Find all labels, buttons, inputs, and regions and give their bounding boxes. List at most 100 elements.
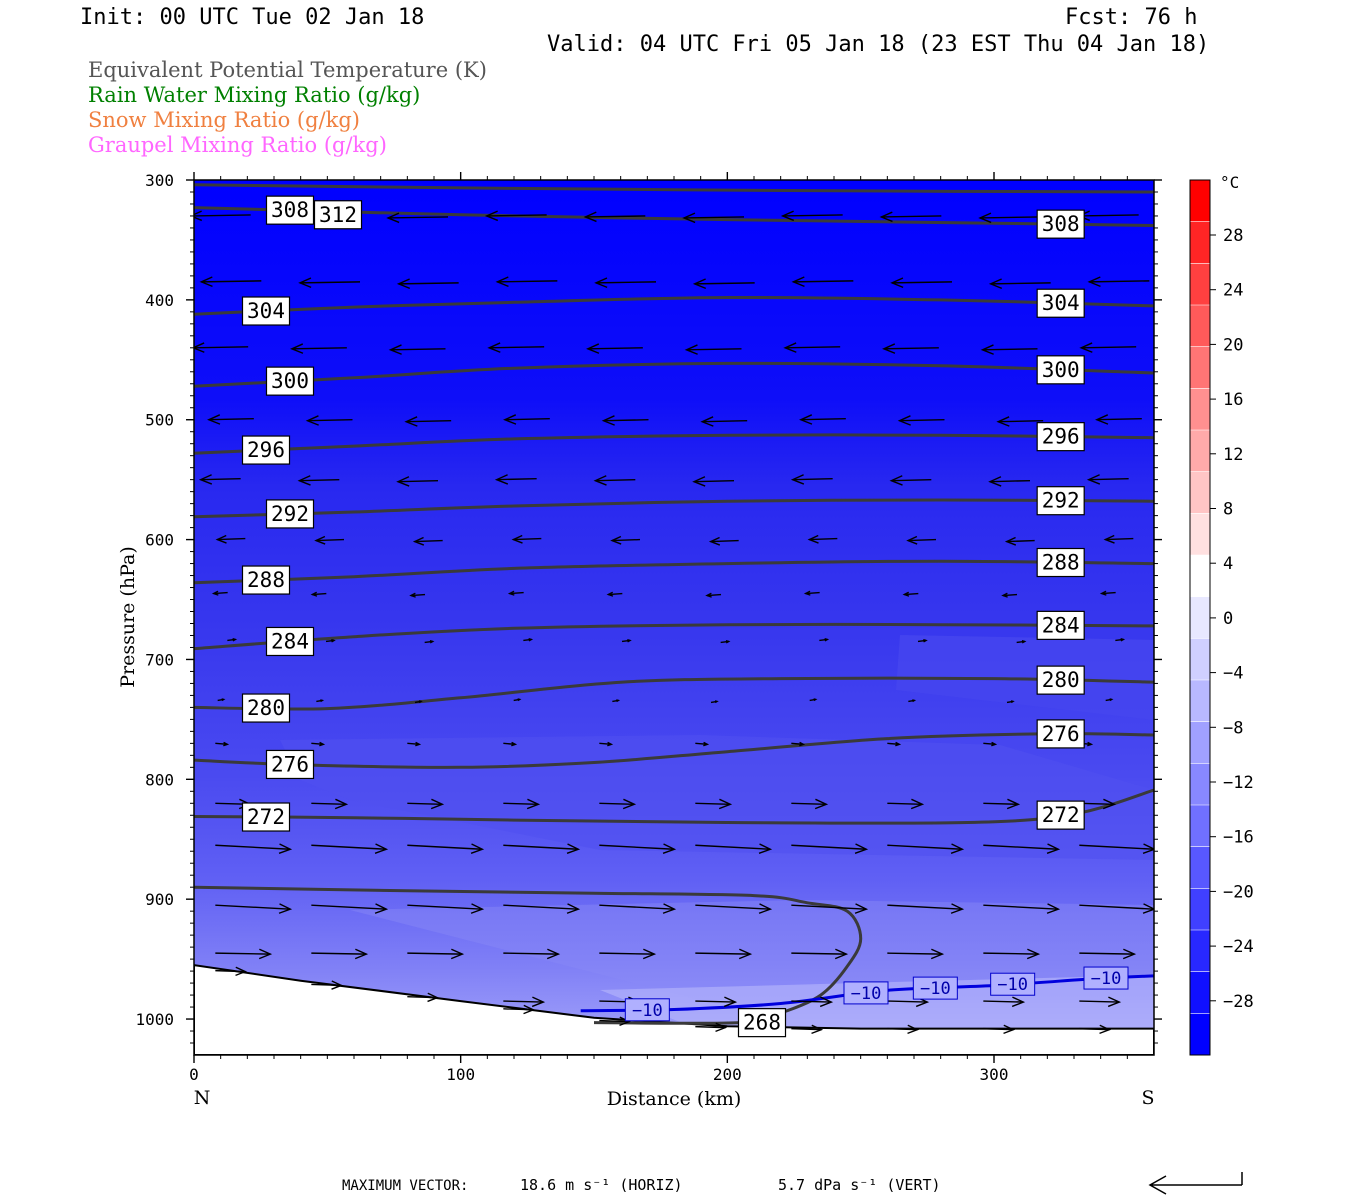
colorbar-swatch — [1190, 263, 1210, 306]
legend-entry: Rain Water Mixing Ratio (g/kg) — [88, 83, 420, 107]
wind-vector — [887, 843, 965, 854]
colorbar-swatch — [1190, 1013, 1210, 1056]
svg-text:−10: −10 — [920, 979, 951, 999]
colorbar-swatch — [1190, 888, 1210, 931]
wind-vector — [297, 475, 340, 486]
wind-vector — [695, 996, 738, 1008]
wind-vector — [610, 535, 641, 545]
wind-vector — [819, 638, 830, 642]
svg-text:308: 308 — [1042, 212, 1080, 236]
svg-text:292: 292 — [271, 502, 309, 526]
wind-vector — [311, 980, 344, 990]
wind-vector — [803, 590, 820, 596]
wind-vector — [1086, 474, 1129, 485]
wind-vector — [215, 903, 293, 914]
wind-vector — [599, 741, 614, 747]
contour-label-276: 276 — [1036, 719, 1085, 749]
wind-vector — [599, 903, 677, 914]
wind-vector — [487, 342, 545, 353]
wind-vector — [311, 843, 389, 854]
colorbar-tick-label: 28 — [1223, 226, 1243, 246]
wind-vector — [311, 948, 369, 960]
svg-text:300: 300 — [271, 369, 309, 393]
wind-vector — [325, 639, 336, 643]
wind-vector — [705, 592, 722, 598]
wind-vector — [791, 903, 869, 914]
forecast-hour: Fcst: 76 h — [1065, 5, 1197, 30]
wind-vector — [897, 415, 945, 426]
colorbar-swatch — [1190, 221, 1210, 264]
wind-vector — [199, 276, 262, 288]
colorbar-swatch — [1190, 388, 1210, 431]
theta-e-contour-276 — [194, 732, 1154, 769]
colorbar-tick-label: −8 — [1223, 718, 1243, 738]
wind-vector — [887, 1024, 920, 1035]
colorbar-tick-label: −16 — [1223, 828, 1254, 848]
y-tick-label: 900 — [145, 890, 174, 909]
max-vector-horizontal: 18.6 m s⁻¹ (HORIZ) — [520, 1176, 683, 1194]
wind-vector — [217, 698, 226, 702]
wind-vector — [1079, 843, 1154, 854]
wind-vector — [809, 698, 818, 702]
wind-vector — [682, 212, 745, 224]
isotherm-label: −10 — [990, 972, 1036, 996]
colorbar-swatch — [1190, 971, 1210, 1014]
wind-vector — [983, 1024, 1016, 1035]
colorbar-tick-label: −4 — [1223, 664, 1243, 684]
contour-label-280: 280 — [241, 693, 291, 723]
colorbar-tick-label: 20 — [1223, 335, 1243, 355]
wind-vector — [791, 996, 834, 1008]
wind-vector — [407, 903, 485, 914]
y-tick-label: 600 — [145, 531, 174, 550]
wind-vector — [298, 277, 361, 289]
y-axis-label: Pressure (hPa) — [117, 546, 139, 688]
wind-vector — [983, 903, 1061, 914]
colorbar-swatch — [1190, 638, 1210, 681]
contour-label-288: 288 — [241, 565, 291, 595]
svg-text:268: 268 — [743, 1011, 781, 1035]
y-tick-label: 400 — [145, 291, 174, 310]
legend: Equivalent Potential Temperature (K)Rain… — [88, 58, 487, 157]
plot-area — [194, 180, 1154, 1055]
legend-entry: Snow Mixing Ratio (g/kg) — [88, 108, 360, 132]
contour-label-308: 308 — [1036, 209, 1085, 239]
colorbar-swatch — [1190, 555, 1210, 598]
svg-text:272: 272 — [1042, 803, 1080, 827]
colorbar-tick-label: 16 — [1223, 390, 1243, 410]
wind-vector — [890, 277, 953, 289]
wind-vector — [791, 276, 854, 288]
wind-vector — [791, 741, 806, 747]
contour-label-300: 300 — [1036, 355, 1085, 385]
south-end-label: S — [1141, 1087, 1154, 1109]
wind-vector — [1079, 903, 1154, 914]
wind-vector — [211, 590, 228, 596]
wind-vector — [194, 210, 251, 222]
colorbar-swatch — [1190, 721, 1210, 764]
theta-e-contour-304 — [194, 295, 1154, 316]
svg-text:272: 272 — [247, 805, 285, 829]
wind-vector — [207, 414, 254, 425]
wind-vector — [980, 344, 1038, 355]
svg-text:304: 304 — [1042, 291, 1080, 315]
colorbar-swatch — [1190, 930, 1210, 973]
wind-vector — [583, 211, 646, 223]
x-tick-label: 0 — [189, 1065, 199, 1084]
svg-text:276: 276 — [271, 752, 309, 776]
wind-vector — [409, 592, 426, 598]
colorbar-tick-label: −28 — [1223, 992, 1254, 1012]
terrain — [194, 964, 1154, 1055]
wind-vector — [902, 591, 919, 597]
colorbar: 28 24 20 16 12 8 4 0 −4 −8 −12 −16 −20 −24 −28 — [1189, 179, 1254, 1056]
svg-text:288: 288 — [1042, 551, 1080, 575]
wind-vector — [310, 591, 327, 597]
wind-vector — [594, 277, 657, 289]
wind-vector — [215, 948, 273, 960]
contour-label-312: 312 — [313, 200, 363, 230]
contour-label-300: 300 — [265, 366, 315, 396]
wind-vector — [513, 698, 522, 702]
wind-vector — [1115, 638, 1126, 642]
wind-vector — [215, 843, 293, 854]
wind-vector — [790, 474, 833, 485]
wind-vector — [983, 798, 1021, 810]
svg-text:312: 312 — [319, 203, 357, 227]
